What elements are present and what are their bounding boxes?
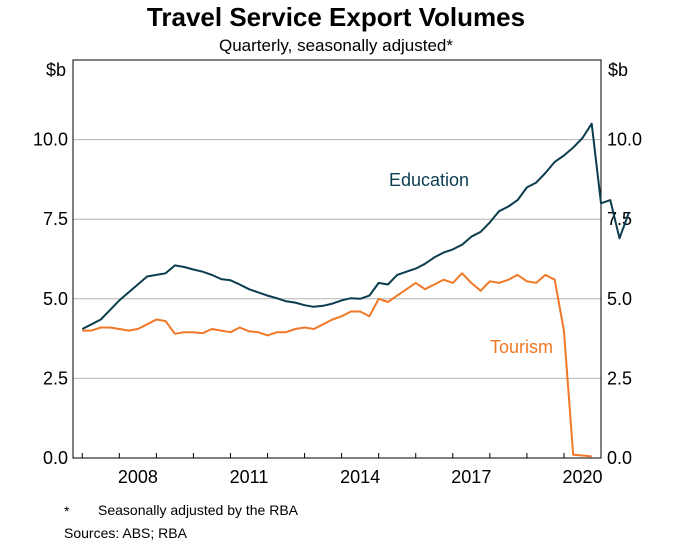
x-tick-label: 2020 — [562, 467, 602, 487]
x-tick-label: 2008 — [118, 467, 158, 487]
y-tick-label-right: 5.0 — [607, 289, 632, 309]
x-tick-label: 2011 — [230, 467, 269, 487]
series-lines — [81, 122, 630, 458]
tourism-label: Tourism — [490, 337, 553, 357]
series-line-tourism — [82, 272, 592, 458]
y-tick-label-left: 7.5 — [43, 209, 68, 229]
x-tick-label: 2017 — [451, 467, 491, 487]
y-axis-unit-right: $b — [608, 60, 628, 80]
y-tick-label-left: 2.5 — [43, 368, 68, 388]
y-tick-label-right: 0.0 — [607, 448, 632, 468]
footnote-sources: Sources: ABS; RBA — [64, 525, 187, 541]
footnote-note: Seasonally adjusted by the RBA — [98, 502, 299, 518]
series-line-education — [81, 122, 630, 330]
footnote-asterisk: * — [64, 503, 70, 519]
plot-frame — [72, 59, 602, 459]
y-tick-label-left: 10.0 — [33, 130, 68, 150]
y-axis-unit-left: $b — [46, 60, 66, 80]
y-tick-label-right: 2.5 — [607, 368, 632, 388]
chart-title: Travel Service Export Volumes — [147, 2, 525, 32]
y-tick-label-right: 10.0 — [607, 130, 642, 150]
axis-ticks: 0.0 0.0 2.5 2.5 5.0 5.0 7.5 7.5 10.0 10.0 2008 2011… — [33, 130, 642, 487]
chart-subtitle: Quarterly, seasonally adjusted* — [219, 36, 453, 55]
y-tick-label-left: 0.0 — [43, 448, 68, 468]
x-tick-label: 2014 — [340, 467, 380, 487]
y-tick-label-right: 7.5 — [607, 209, 632, 229]
education-label: Education — [389, 170, 469, 190]
gridlines — [73, 139, 601, 379]
y-tick-label-left: 5.0 — [43, 289, 68, 309]
